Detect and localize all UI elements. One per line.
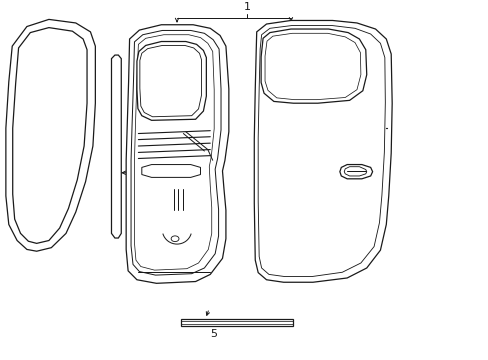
Polygon shape	[142, 165, 200, 177]
Text: 1: 1	[243, 2, 250, 12]
Polygon shape	[254, 21, 391, 282]
Polygon shape	[13, 28, 87, 243]
Text: 4: 4	[139, 168, 146, 178]
Polygon shape	[181, 319, 293, 326]
Text: 3: 3	[31, 89, 38, 99]
Polygon shape	[261, 29, 366, 103]
Text: 2: 2	[310, 55, 318, 66]
Polygon shape	[6, 19, 95, 251]
Polygon shape	[126, 25, 228, 283]
Polygon shape	[339, 165, 372, 179]
Text: 5: 5	[210, 329, 217, 339]
Polygon shape	[111, 55, 121, 238]
Polygon shape	[137, 41, 206, 120]
